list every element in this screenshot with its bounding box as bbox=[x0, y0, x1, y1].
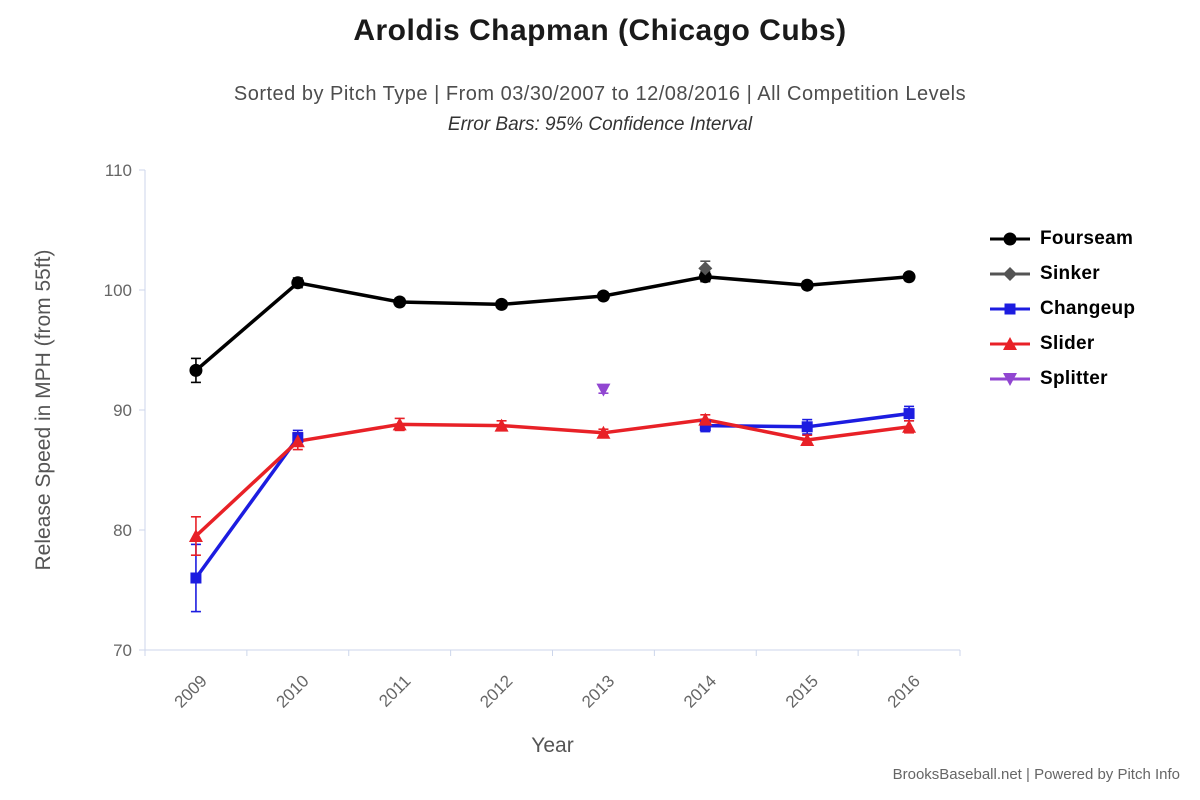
y-tick-label: 70 bbox=[113, 641, 132, 660]
x-tick-label: 2013 bbox=[578, 671, 618, 711]
x-tick-label: 2009 bbox=[171, 671, 211, 711]
credits: BrooksBaseball.net | Powered by Pitch In… bbox=[892, 766, 1180, 783]
chart-subtitle: Sorted by Pitch Type | From 03/30/2007 t… bbox=[233, 83, 967, 105]
error-bars-note: Error Bars: 95% Confidence Interval bbox=[447, 114, 753, 135]
slider-marker-icon bbox=[990, 337, 1030, 350]
y-tick-label: 90 bbox=[113, 401, 132, 420]
x-tick-label: 2010 bbox=[272, 671, 312, 711]
x-tick-label: 2012 bbox=[476, 671, 516, 711]
legend-item-changeup[interactable]: Changeup bbox=[988, 298, 1135, 320]
legend-label: Sinker bbox=[1040, 263, 1100, 284]
legend: Fourseam Sinker Changeup Slider Splitter bbox=[988, 228, 1135, 403]
series-markers-sinker bbox=[698, 261, 713, 276]
x-tick-label: 2011 bbox=[375, 671, 414, 710]
legend-item-sinker[interactable]: Sinker bbox=[988, 263, 1135, 285]
legend-label: Changeup bbox=[1040, 298, 1136, 319]
legend-item-splitter[interactable]: Splitter bbox=[988, 368, 1135, 390]
x-axis-title: Year bbox=[531, 734, 574, 757]
y-tick-label: 110 bbox=[105, 161, 132, 180]
series-line bbox=[194, 436, 300, 580]
legend-label: Fourseam bbox=[1040, 228, 1134, 249]
x-tick-label: 2015 bbox=[782, 671, 822, 711]
sinker-marker-icon bbox=[990, 267, 1030, 281]
series-line bbox=[194, 275, 910, 372]
series-markers-splitter bbox=[596, 383, 611, 397]
x-tick-label: 2016 bbox=[884, 671, 924, 711]
legend-item-slider[interactable]: Slider bbox=[988, 333, 1135, 355]
y-tick-label: 100 bbox=[104, 281, 132, 300]
series-markers-slider bbox=[188, 412, 917, 542]
legend-label: Splitter bbox=[1040, 368, 1108, 389]
splitter-marker-icon bbox=[990, 373, 1030, 386]
series-line bbox=[194, 417, 910, 538]
chart-title: Aroldis Chapman (Chicago Cubs) bbox=[353, 14, 847, 47]
series-markers-fourseam bbox=[189, 270, 916, 377]
fourseam-marker-icon bbox=[990, 232, 1030, 246]
changeup-marker-icon bbox=[990, 303, 1030, 315]
legend-label: Slider bbox=[1040, 333, 1095, 354]
y-tick-label: 80 bbox=[113, 521, 132, 540]
legend-item-fourseam[interactable]: Fourseam bbox=[988, 228, 1135, 250]
x-tick-label: 2014 bbox=[680, 671, 720, 711]
